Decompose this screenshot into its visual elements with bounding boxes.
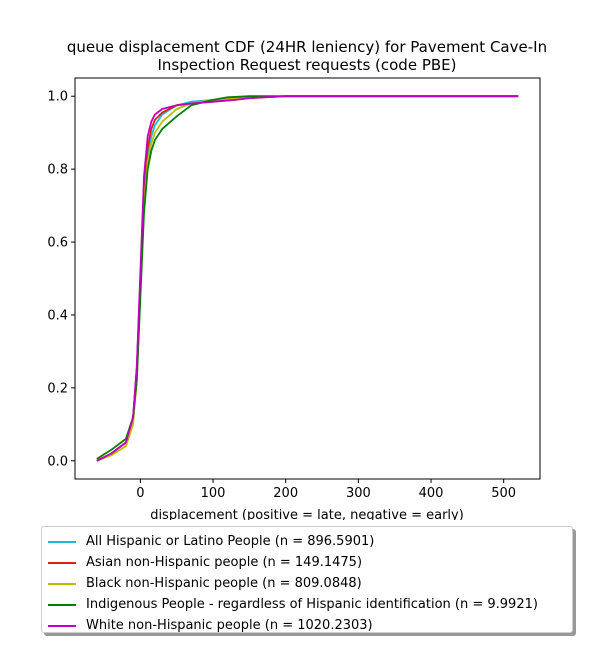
y-tick-label: 0.8: [47, 163, 68, 178]
legend-entry: Asian non-Hispanic people (n = 149.1475): [42, 552, 362, 573]
legend-swatch: [48, 561, 76, 564]
legend-entry: White non-Hispanic people (n = 1020.2303…: [42, 615, 373, 636]
y-tick-label: 0.4: [47, 308, 68, 323]
legend-swatch: [48, 603, 76, 606]
y-tick-label: 0.6: [47, 236, 68, 251]
cdf-chart: queue displacement CDF (24HR leniency) f…: [47, 38, 547, 520]
series-line-0: [96, 95, 519, 462]
x-tick-label: 300: [346, 486, 371, 501]
x-tick-label: 0: [136, 486, 144, 501]
legend-label: White non-Hispanic people (n = 1020.2303…: [86, 618, 373, 633]
legend-entry: Black non-Hispanic people (n = 809.0848): [42, 573, 362, 594]
legend-label: Black non-Hispanic people (n = 809.0848): [86, 576, 362, 591]
y-tick-label: 0.0: [47, 454, 68, 469]
legend-swatch: [48, 582, 76, 585]
series-line-4: [96, 95, 519, 462]
x-tick-label: 500: [491, 486, 516, 501]
chart-title-line-2: Inspection Request requests (code PBE): [157, 56, 456, 74]
x-tick-label: 100: [201, 486, 226, 501]
series-line-2: [96, 95, 519, 462]
legend-entry: Indigenous People - regardless of Hispan…: [42, 594, 538, 615]
legend-entry: All Hispanic or Latino People (n = 896.5…: [42, 531, 374, 552]
legend-label: Indigenous People - regardless of Hispan…: [86, 597, 538, 612]
y-tick-label: 1.0: [47, 90, 68, 105]
legend-label: All Hispanic or Latino People (n = 896.5…: [86, 534, 375, 549]
x-tick-label: 400: [419, 486, 444, 501]
x-axis-label: displacement (positive = late, negative …: [150, 508, 464, 520]
chart-title-line-1: queue displacement CDF (24HR leniency) f…: [67, 38, 547, 56]
plot-area-frame: [74, 77, 541, 480]
legend: All Hispanic or Latino People (n = 896.5…: [41, 526, 573, 633]
legend-swatch: [48, 540, 76, 543]
y-tick-label: 0.2: [47, 381, 68, 396]
legend-label: Asian non-Hispanic people (n = 149.1475): [86, 555, 363, 570]
x-tick-label: 200: [273, 486, 298, 501]
series-line-1: [96, 95, 519, 462]
legend-swatch: [48, 624, 76, 627]
series-line-3: [96, 95, 519, 460]
